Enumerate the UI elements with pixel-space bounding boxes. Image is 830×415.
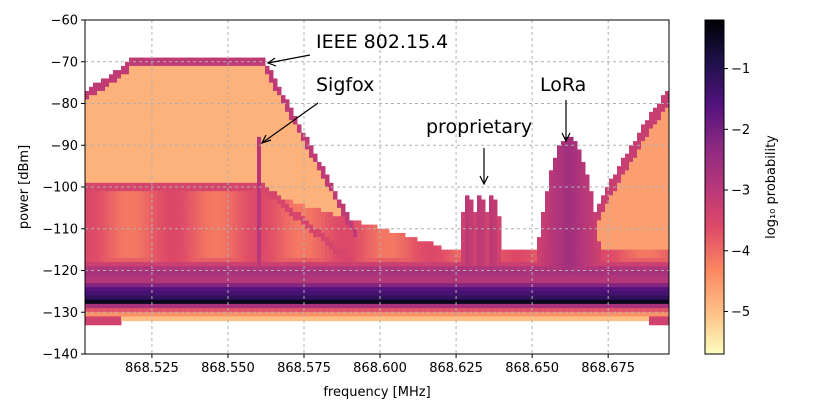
- y-tick-label: −100: [42, 181, 78, 196]
- colorbar: [704, 19, 725, 355]
- annotation-proprietary: proprietary: [426, 116, 532, 138]
- x-axis: 868.525 868.550 868.575 868.600 868.625 868.6…: [125, 354, 635, 376]
- x-tick-label: 868.550: [201, 361, 255, 376]
- y-tick-label: −130: [42, 306, 78, 321]
- y-axis-label: power [dBm]: [17, 145, 32, 229]
- annotation-arrows: [260, 54, 571, 186]
- x-axis-label: frequency [MHz]: [323, 385, 430, 400]
- y-tick-label: −70: [51, 55, 78, 70]
- heatmap: [85, 57, 669, 326]
- y-tick-label: −120: [42, 264, 78, 279]
- grid: [85, 20, 669, 354]
- x-tick-label: 868.525: [125, 361, 179, 376]
- y-axis: −60 −70 −80 −90 −100 −110 −120 −130 −140: [42, 14, 85, 363]
- y-tick-label: −140: [42, 348, 78, 363]
- y-tick-label: −90: [51, 139, 78, 154]
- colorbar-label: log₁₀ probability: [764, 135, 779, 239]
- annotation-lora: LoRa: [540, 74, 586, 96]
- colorbar-tick-label: −2: [731, 123, 750, 138]
- x-tick-label: 868.675: [581, 361, 635, 376]
- colorbar-ticks: −1 −2 −3 −4 −5: [724, 62, 750, 320]
- y-tick-label: −110: [42, 222, 78, 237]
- colorbar-tick-label: −3: [731, 184, 750, 199]
- annotation-sigfox: Sigfox: [316, 74, 374, 96]
- colorbar-tick-label: −1: [731, 62, 750, 77]
- x-tick-label: 868.625: [429, 361, 483, 376]
- y-tick-label: −80: [51, 97, 78, 112]
- colorbar-tick-label: −4: [731, 244, 750, 259]
- x-tick-label: 868.575: [277, 361, 331, 376]
- annotations: IEEE 802.15.4 Sigfox proprietary LoRa: [260, 31, 586, 186]
- colorbar-tick-label: −5: [731, 305, 750, 320]
- y-tick-label: −60: [51, 14, 78, 29]
- annotation-ieee: IEEE 802.15.4: [316, 31, 448, 53]
- x-tick-label: 868.650: [505, 361, 559, 376]
- x-tick-label: 868.600: [353, 361, 407, 376]
